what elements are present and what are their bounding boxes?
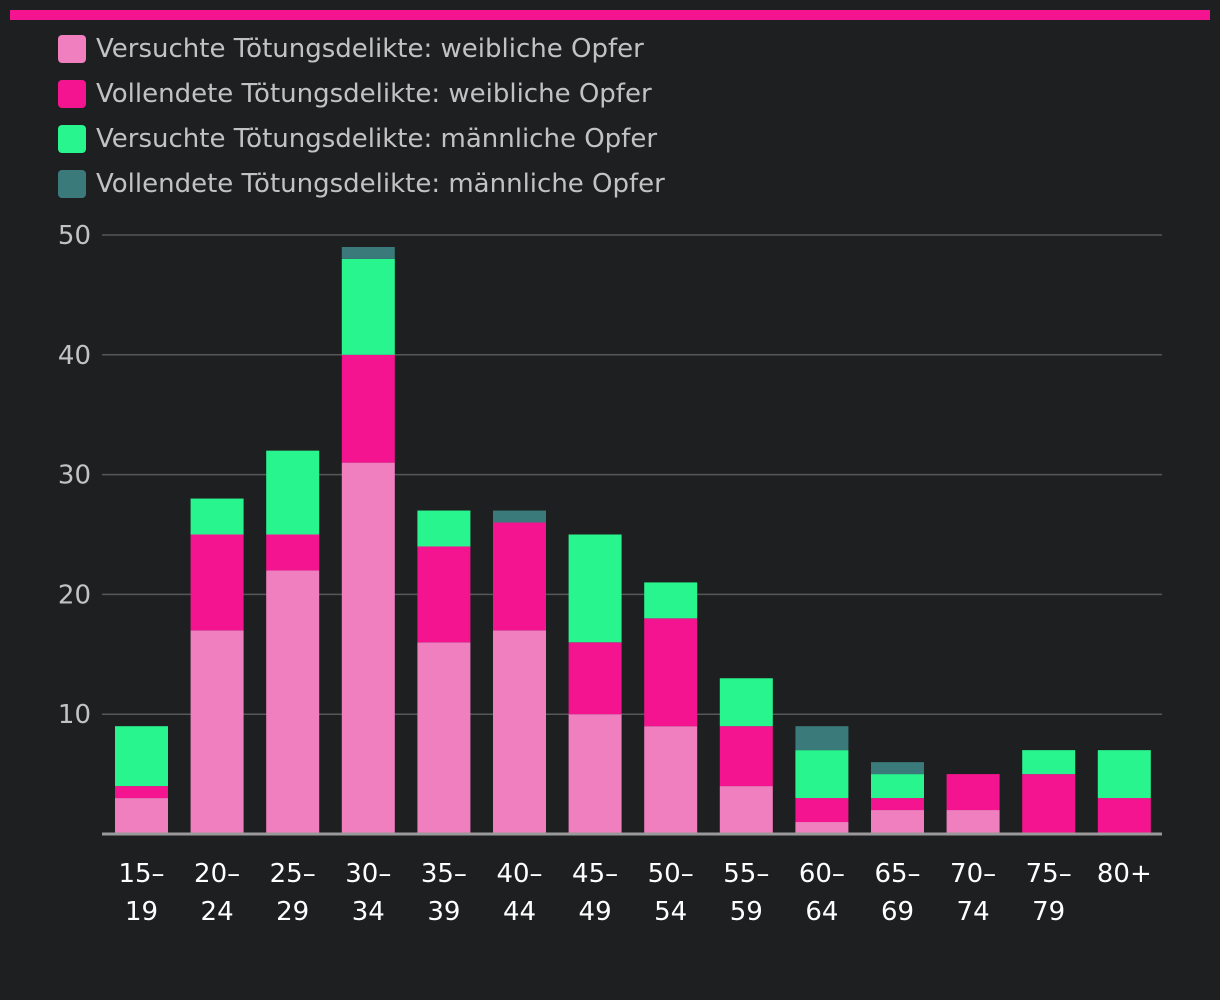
bar-segment (266, 534, 320, 571)
x-tick-label: 30– (345, 859, 391, 889)
bar-segment (871, 762, 924, 775)
bar-segment (719, 726, 773, 787)
bar-segment (190, 498, 244, 535)
bar-segment (568, 642, 622, 715)
bar-segment (946, 774, 1000, 811)
bar-segment (493, 630, 546, 834)
x-tick-label: 69 (881, 897, 914, 927)
bar-segment (644, 726, 698, 834)
y-tick-label: 10 (58, 700, 91, 730)
bar-segment (190, 534, 244, 631)
bar-segment (795, 798, 849, 823)
x-tick-label: 45– (572, 859, 618, 889)
legend-swatch (58, 79, 86, 108)
legend-label: Versuchte Tötungsdelikte: weibliche Opfe… (96, 33, 644, 64)
bar-segment (115, 786, 168, 799)
x-tick-label: 39 (427, 897, 460, 927)
bar-segment (341, 258, 395, 355)
legend-label: Vollendete Tötungsdelikte: männliche Opf… (96, 168, 665, 199)
bar-segment (946, 810, 1000, 834)
x-tick-label: 24 (201, 897, 234, 927)
y-tick-label: 50 (58, 221, 91, 251)
bar-segment (1022, 774, 1076, 834)
x-tick-label: 20– (194, 859, 240, 889)
legend-item-vollendete-maennlich[interactable]: Vollendete Tötungsdelikte: männliche Opf… (58, 161, 665, 206)
bar-segment (341, 462, 395, 834)
bar-segment (644, 618, 698, 727)
x-tick-label: 80+ (1097, 859, 1152, 889)
bar-segment (1097, 798, 1151, 834)
bar-segment (115, 798, 168, 834)
x-tick-label: 54 (654, 897, 687, 927)
x-tick-label: 49 (579, 897, 612, 927)
bar-segment (266, 450, 320, 535)
legend-label: Versuchte Tötungsdelikte: männliche Opfe… (96, 123, 658, 154)
x-tick-label: 70– (950, 859, 996, 889)
accent-top-bar (10, 10, 1210, 20)
x-tick-label: 55– (723, 859, 769, 889)
bar-segment (1022, 750, 1076, 775)
x-tick-label: 60– (799, 859, 845, 889)
bar-segment (719, 786, 773, 834)
y-tick-label: 20 (58, 580, 91, 610)
bar-segment (795, 822, 849, 834)
bar-segment (871, 798, 924, 811)
bar-segment (644, 582, 698, 619)
x-tick-label: 74 (957, 897, 990, 927)
x-tick-label: 40– (496, 859, 542, 889)
legend-item-vollendete-weiblich[interactable]: Vollendete Tötungsdelikte: weibliche Opf… (58, 71, 665, 116)
y-tick-label: 40 (58, 341, 91, 371)
bar-segment (341, 246, 395, 259)
x-tick-label: 50– (648, 859, 694, 889)
x-tick-label: 59 (730, 897, 763, 927)
bar-segment (871, 810, 924, 834)
x-tick-label: 79 (1032, 897, 1065, 927)
bar-segment (417, 546, 471, 643)
bar-segment (115, 726, 168, 787)
legend-swatch (58, 169, 86, 198)
bar-segment (795, 750, 849, 799)
bar-segment (266, 570, 320, 834)
x-tick-label: 15– (118, 859, 164, 889)
bar-segment (795, 726, 849, 751)
legend-swatch (58, 124, 86, 153)
bar-segment (341, 354, 395, 463)
bar-segment (1097, 750, 1151, 799)
x-tick-label: 35– (421, 859, 467, 889)
bar-segment (719, 678, 773, 727)
x-tick-label: 75– (1026, 859, 1072, 889)
legend-label: Vollendete Tötungsdelikte: weibliche Opf… (96, 78, 652, 109)
bar-segment (417, 642, 471, 834)
y-tick-label: 30 (58, 461, 91, 491)
legend-item-versuchte-maennlich[interactable]: Versuchte Tötungsdelikte: männliche Opfe… (58, 116, 665, 161)
x-tick-label: 25– (270, 859, 316, 889)
bar-segment (417, 510, 471, 547)
x-tick-label: 29 (276, 897, 309, 927)
chart-legend: Versuchte Tötungsdelikte: weibliche Opfe… (58, 26, 665, 206)
x-tick-label: 65– (874, 859, 920, 889)
legend-swatch (58, 34, 86, 63)
x-tick-label: 34 (352, 897, 385, 927)
x-tick-label: 44 (503, 897, 536, 927)
x-tick-label: 64 (805, 897, 838, 927)
x-tick-label: 19 (125, 897, 158, 927)
bar-segment (190, 630, 244, 834)
bar-segment (871, 774, 924, 799)
bar-segment (568, 714, 622, 834)
bar-segment (493, 522, 546, 631)
legend-item-versuchte-weiblich[interactable]: Versuchte Tötungsdelikte: weibliche Opfe… (58, 26, 665, 71)
bar-segment (568, 534, 622, 643)
bar-segment (493, 510, 546, 523)
